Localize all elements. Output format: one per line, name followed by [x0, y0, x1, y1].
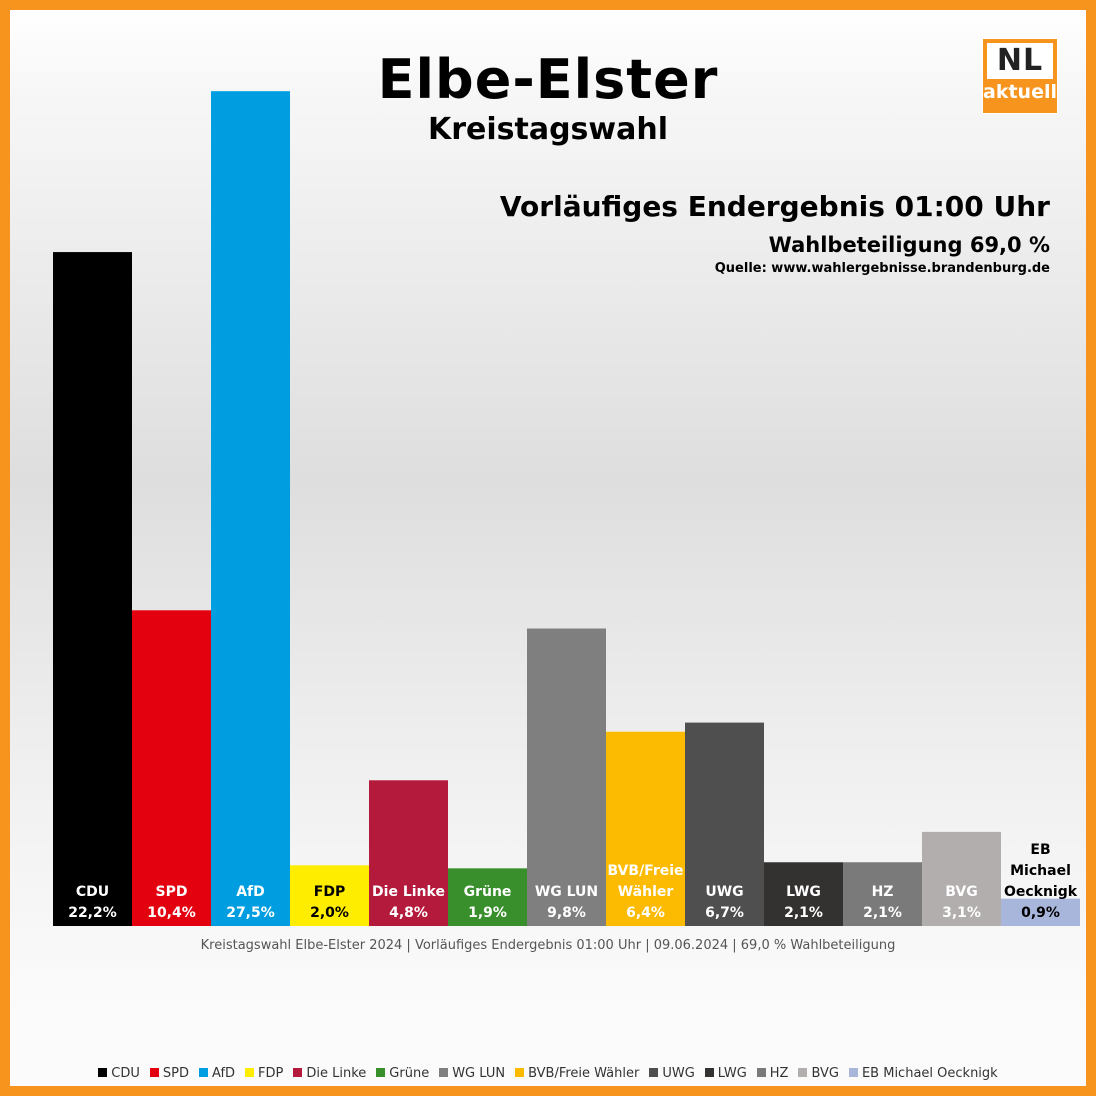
- legend-swatch: [199, 1068, 209, 1077]
- bar-uwg: [685, 722, 764, 926]
- legend-swatch: [848, 1068, 858, 1077]
- bar-value-label: 9,8%: [547, 905, 586, 921]
- legend-item: UWG: [649, 1066, 695, 1081]
- bar-category-label: Grüne: [464, 884, 512, 900]
- legend-label: BVG: [811, 1066, 839, 1081]
- legend-label: CDU: [111, 1066, 140, 1081]
- legend-item: SPD: [149, 1066, 190, 1081]
- bar-category-label: LWG: [786, 884, 821, 900]
- bar-wg-lun: [527, 628, 606, 926]
- logo-text-top: NL: [987, 43, 1053, 79]
- legend: CDU SPD AfD FDP Die Linke Grüne WG LUN BVB/Frei…: [10, 1066, 1086, 1081]
- bar-category-label: CDU: [76, 884, 109, 900]
- nl-aktuell-logo: NL aktuell: [982, 38, 1058, 114]
- bar-chart: CDU 22,2% SPD 10,4% AfD 27,5% FDP 2,0% Die Linke…: [53, 91, 1080, 927]
- legend-label: WG LUN: [452, 1066, 506, 1081]
- legend-item: EB Michael Oecknigk: [848, 1066, 998, 1081]
- bar-value-label: 3,1%: [942, 905, 981, 921]
- chart-subtitle: Kreistagswahl: [427, 112, 669, 147]
- legend-swatch: [149, 1068, 159, 1077]
- legend-label: SPD: [162, 1066, 190, 1081]
- legend-item: FDP: [245, 1066, 283, 1081]
- bar-value-label: 2,0%: [310, 905, 349, 921]
- legend-swatch: [756, 1068, 766, 1077]
- legend-label: LWG: [717, 1066, 747, 1081]
- bar-spd: [132, 610, 211, 926]
- bar-category-label: FDP: [314, 884, 345, 900]
- logo-text-bottom: aktuell: [983, 81, 1057, 103]
- legend-label: FDP: [258, 1066, 284, 1081]
- legend-item: AfD: [199, 1066, 235, 1081]
- legend-swatch: [98, 1068, 108, 1077]
- legend-item: BVB/Freie Wähler: [515, 1066, 639, 1081]
- bar-category-label: Wähler: [618, 884, 674, 900]
- legend-item: LWG: [704, 1066, 747, 1081]
- bar-category-label: UWG: [705, 884, 743, 900]
- bar-afd: [211, 91, 290, 926]
- legend-swatch: [515, 1068, 525, 1077]
- legend-label: BVB/Freie Wähler: [528, 1066, 640, 1081]
- bar-die-linke: [369, 780, 448, 926]
- turnout-text: Wahlbeteiligung 69,0 %: [768, 233, 1050, 257]
- bar-bvg: [922, 831, 1001, 926]
- legend-swatch: [439, 1068, 449, 1077]
- bar-fdp: [290, 865, 369, 926]
- legend-swatch: [293, 1068, 303, 1077]
- legend-label: AfD: [212, 1066, 236, 1081]
- legend-label: HZ: [769, 1066, 789, 1081]
- legend-item: Grüne: [376, 1066, 429, 1081]
- bar-cdu: [53, 252, 132, 927]
- bars-group: [53, 91, 1080, 927]
- legend-swatch: [376, 1068, 386, 1077]
- bar-category-label: WG LUN: [535, 884, 598, 900]
- bar-value-label: 2,1%: [784, 905, 823, 921]
- footnote: Kreistagswahl Elbe-Elster 2024 | Vorläuf…: [200, 938, 896, 953]
- bar-bvb-freie-wähler: [606, 731, 685, 926]
- source-text: Quelle: www.wahlergebnisse.brandenburg.d…: [714, 261, 1050, 276]
- bar-value-label: 4,8%: [389, 905, 428, 921]
- bar-grüne: [448, 868, 527, 926]
- bar-value-label: 6,7%: [705, 905, 744, 921]
- legend-swatch: [704, 1068, 714, 1077]
- legend-item: CDU: [98, 1066, 140, 1081]
- bar-category-label: BVG: [945, 884, 977, 900]
- bar-category-label: Michael: [1010, 863, 1071, 879]
- legend-item: WG LUN: [439, 1066, 505, 1081]
- legend-swatch: [798, 1068, 808, 1077]
- bar-category-label: EB: [1030, 842, 1050, 858]
- chart-title: Elbe-Elster: [377, 48, 719, 111]
- bar-value-label: 27,5%: [226, 905, 275, 921]
- bar-lwg: [764, 862, 843, 926]
- bar-hz: [843, 862, 922, 926]
- bar-category-label: Oecknigk: [1004, 884, 1078, 900]
- result-status-title: Vorläufiges Endergebnis 01:00 Uhr: [499, 190, 1050, 223]
- legend-item: BVG: [798, 1066, 839, 1081]
- bar-category-label: HZ: [872, 884, 894, 900]
- legend-label: Grüne: [389, 1066, 430, 1081]
- bar-labels-group: CDU 22,2% SPD 10,4% AfD 27,5% FDP 2,0% Die Linke…: [68, 842, 1078, 921]
- bar-category-label: SPD: [156, 884, 188, 900]
- bar-value-label: 0,9%: [1021, 905, 1060, 921]
- legend-item: Die Linke: [293, 1066, 366, 1081]
- bar-value-label: 2,1%: [863, 905, 902, 921]
- legend-label: Die Linke: [306, 1066, 367, 1081]
- bar-value-label: 22,2%: [68, 905, 117, 921]
- legend-item: HZ: [756, 1066, 789, 1081]
- legend-label: UWG: [662, 1066, 695, 1081]
- bar-category-label: AfD: [236, 884, 265, 900]
- legend-label: EB Michael Oecknigk: [861, 1066, 998, 1081]
- legend-swatch: [245, 1068, 255, 1077]
- bar-eb-michael-oecknigk: [1001, 898, 1080, 926]
- bar-value-label: 1,9%: [468, 905, 507, 921]
- bar-value-label: 10,4%: [147, 905, 196, 921]
- bar-value-label: 6,4%: [626, 905, 665, 921]
- bar-category-label: Die Linke: [372, 884, 445, 900]
- bar-category-label: BVB/Freie: [607, 863, 683, 879]
- legend-swatch: [649, 1068, 659, 1077]
